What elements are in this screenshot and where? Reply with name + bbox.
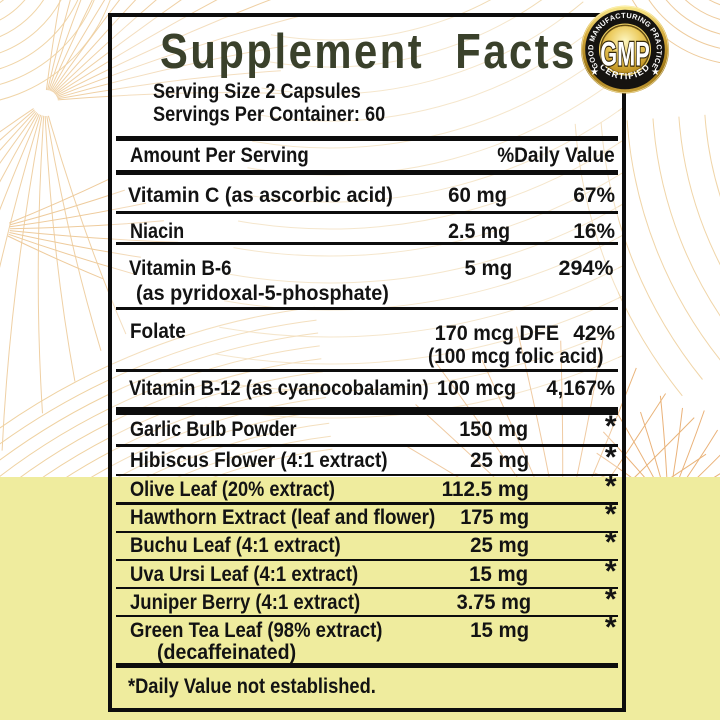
svg-text:GMP: GMP [600, 36, 650, 74]
svg-text:★: ★ [651, 67, 660, 78]
svg-text:★: ★ [590, 67, 599, 78]
